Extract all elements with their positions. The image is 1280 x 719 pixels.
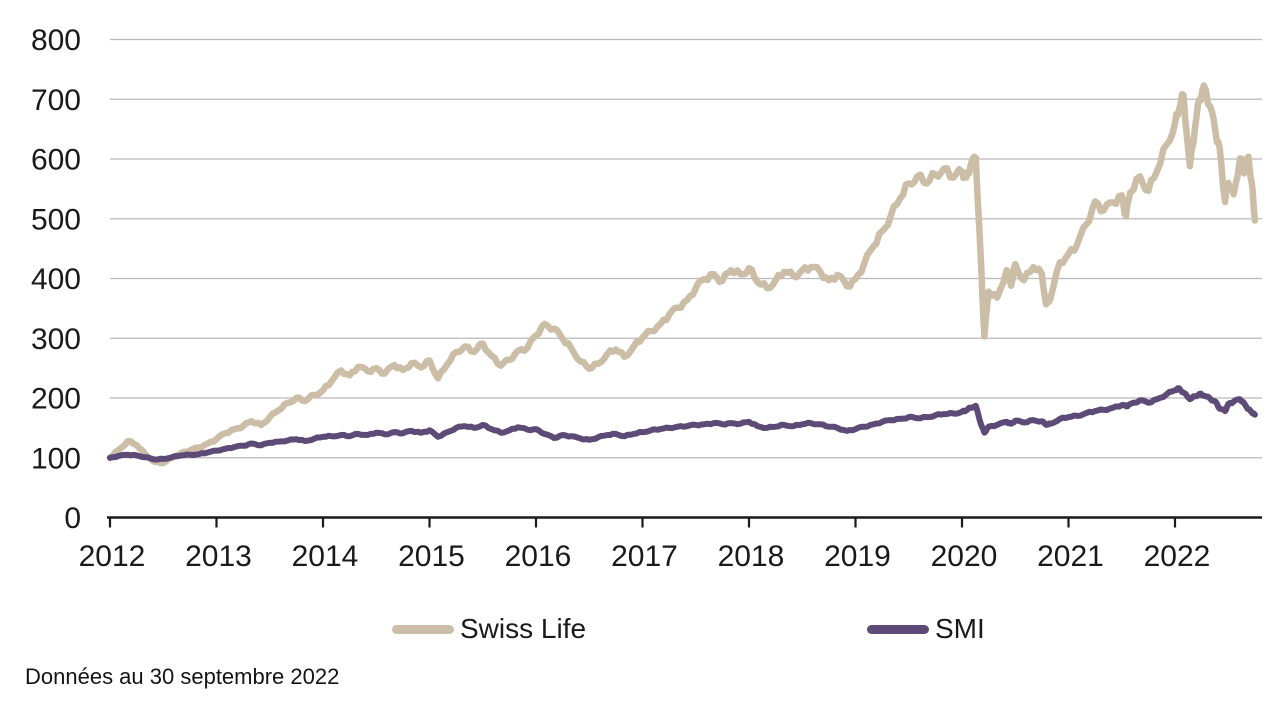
series-line-smi <box>107 385 1258 463</box>
data-as-of-footnote: Données au 30 septembre 2022 <box>25 664 340 689</box>
y-axis-label-400: 400 <box>31 263 81 296</box>
y-axis-label-100: 100 <box>31 442 81 475</box>
legend-item-smi: SMI <box>867 611 985 647</box>
legend-item-swiss-life: Swiss Life <box>392 611 586 647</box>
x-axis-label-2017: 2017 <box>611 540 678 573</box>
x-axis-label-2016: 2016 <box>505 540 572 573</box>
x-axis-label-2018: 2018 <box>718 540 785 573</box>
x-axis-label-2019: 2019 <box>824 540 891 573</box>
x-axis-label-2021: 2021 <box>1037 540 1104 573</box>
legend-label-smi: SMI <box>935 613 985 644</box>
y-axis-label-200: 200 <box>31 383 81 416</box>
y-axis-label-300: 300 <box>31 323 81 356</box>
y-axis-label-700: 700 <box>31 84 81 117</box>
x-axis-label-2022: 2022 <box>1144 540 1211 573</box>
y-axis-label-600: 600 <box>31 144 81 177</box>
x-axis-label-2015: 2015 <box>398 540 465 573</box>
swiss-life-line-swatch-icon <box>392 624 454 634</box>
x-axis-label-2014: 2014 <box>292 540 359 573</box>
legend-label-swiss-life: Swiss Life <box>460 613 587 644</box>
y-axis-label-0: 0 <box>64 502 81 535</box>
x-axis-label-2020: 2020 <box>931 540 998 573</box>
y-axis-label-500: 500 <box>31 203 81 236</box>
x-axis-label-2012: 2012 <box>79 540 146 573</box>
series-line-swiss-life <box>106 82 1259 467</box>
y-axis-label-800: 800 <box>31 24 81 57</box>
x-axis-label-2013: 2013 <box>185 540 252 573</box>
smi-line-swatch-icon <box>867 624 929 634</box>
